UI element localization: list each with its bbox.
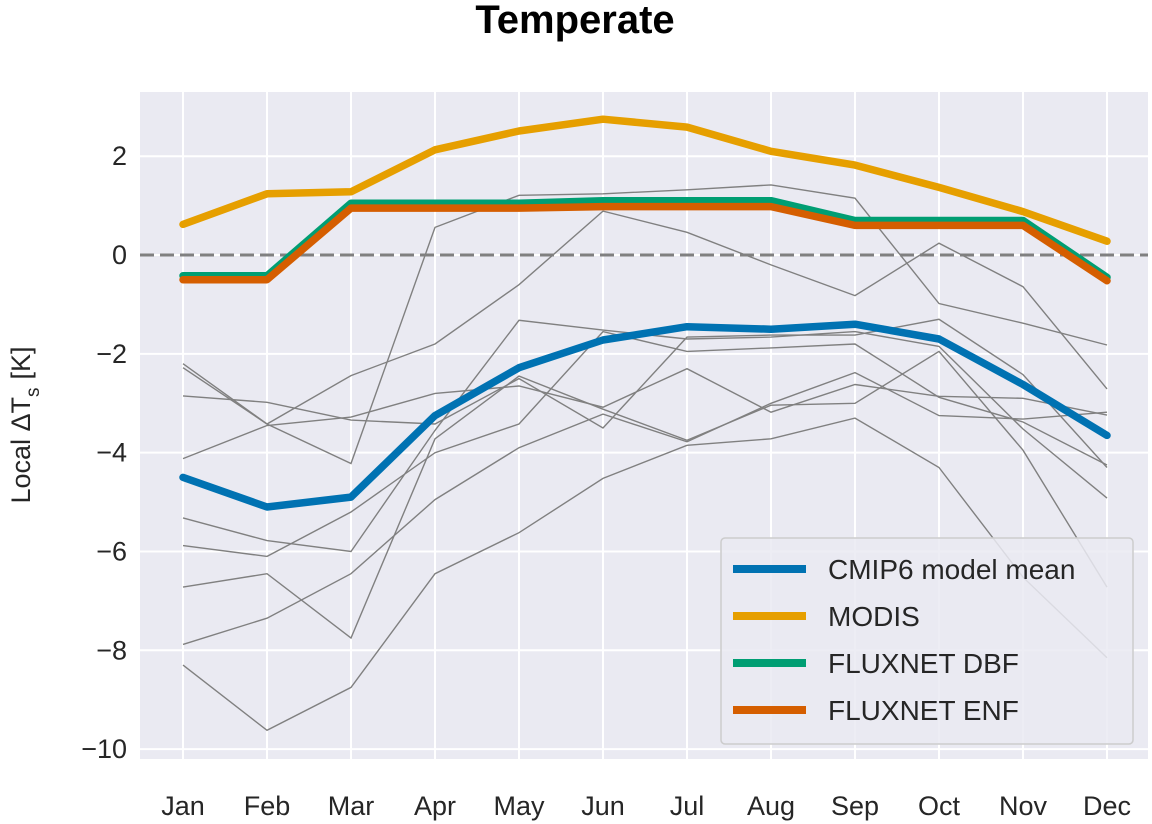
- y-tick-label: −2: [96, 339, 127, 369]
- y-tick-label: −4: [96, 438, 127, 468]
- x-tick-label: Nov: [999, 791, 1048, 821]
- model-line: [182, 210, 1108, 425]
- legend-label: FLUXNET ENF: [828, 695, 1019, 726]
- model-line: [182, 367, 1108, 460]
- series-line-fluxnet-enf: [179, 202, 1111, 285]
- x-tick-label: Dec: [1083, 791, 1131, 821]
- x-tick-label: Jan: [161, 791, 205, 821]
- x-tick-label: Oct: [918, 791, 961, 821]
- y-tick-label: −8: [96, 635, 127, 665]
- x-tick-label: Feb: [244, 791, 291, 821]
- legend-box: [720, 537, 1134, 745]
- x-tick-label: Mar: [328, 791, 375, 821]
- model-line: [182, 417, 1108, 732]
- y-tick-labels: 2 0 −2 −4 −6 −8 −10: [81, 141, 127, 764]
- highlight-series: [179, 115, 1111, 511]
- y-tick-label: 0: [112, 240, 127, 270]
- model-line: [182, 350, 1108, 640]
- legend-label: FLUXNET DBF: [828, 648, 1019, 679]
- model-line: [182, 184, 1108, 465]
- x-tick-label: Jul: [670, 791, 705, 821]
- y-axis-label-text: Local ΔT: [6, 397, 36, 504]
- x-tick-label: May: [493, 791, 545, 821]
- model-line: [182, 318, 1108, 468]
- legend: CMIP6 model mean MODIS FLUXNET DBF FLUXNET …: [720, 537, 1134, 745]
- x-tick-label: Jun: [581, 791, 625, 821]
- chart-title: Temperate: [475, 0, 674, 42]
- legend-label: CMIP6 model mean: [828, 554, 1075, 585]
- y-axis-label-subscript: s: [23, 387, 44, 397]
- y-tick-label: 2: [112, 141, 127, 171]
- x-tick-labels: Jan Feb Mar Apr May Jun Jul Aug Sep Oct Nov Dec: [161, 791, 1131, 821]
- series-line-modis: [179, 115, 1111, 245]
- y-axis-label-unit: [K]: [6, 346, 36, 379]
- y-tick-label: −6: [96, 536, 127, 566]
- legend-label: MODIS: [828, 601, 920, 632]
- y-axis-label: Local ΔTs [K]: [6, 346, 44, 503]
- model-line: [182, 330, 1108, 558]
- model-line: [182, 371, 1108, 646]
- x-tick-label: Sep: [831, 791, 879, 821]
- x-tick-label: Apr: [414, 791, 456, 821]
- y-tick-label: −10: [81, 734, 127, 764]
- x-tick-label: Aug: [747, 791, 795, 821]
- series-line-cmip6-model-mean: [179, 320, 1111, 511]
